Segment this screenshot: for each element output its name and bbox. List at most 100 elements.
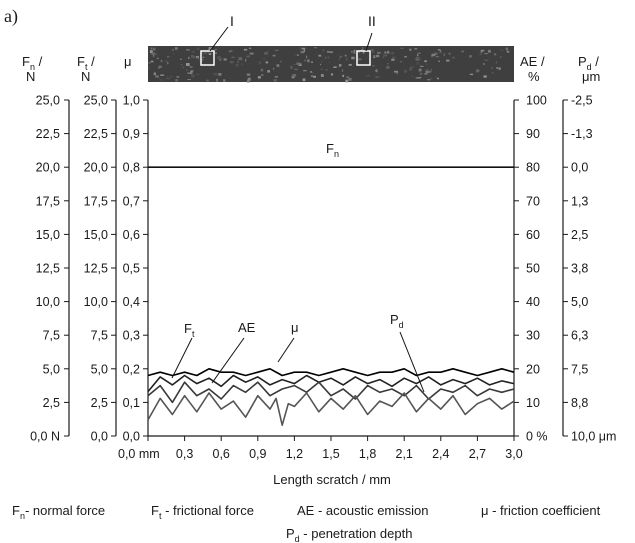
micrograph-speck [396, 71, 399, 75]
micrograph-speck [247, 79, 250, 83]
micrograph-speck [339, 63, 341, 67]
micrograph-speck [370, 49, 373, 52]
micrograph-speck [386, 65, 390, 69]
micrograph-speck [506, 50, 510, 53]
micrograph-speck [480, 49, 485, 52]
ae-tick-label: 30 [526, 329, 540, 343]
micrograph-speck [353, 49, 356, 52]
micrograph-speck [303, 49, 305, 53]
mu-tick-label: 0,7 [123, 194, 140, 208]
micrograph-speck [404, 56, 407, 58]
micrograph-speck [415, 58, 420, 61]
micrograph-speck [158, 67, 160, 69]
micrograph-speck [410, 66, 414, 68]
ft-tick-label: 17,5 [84, 194, 108, 208]
micrograph-speck [148, 61, 152, 64]
micrograph-speck [186, 49, 190, 51]
micrograph-speck [391, 58, 395, 61]
micrograph-speck [149, 50, 153, 54]
micrograph-speck [414, 48, 418, 50]
fn-tick-label: 12,5 [36, 262, 60, 276]
micrograph-speck [158, 77, 161, 81]
x-tick-label: 1,8 [359, 447, 376, 461]
micrograph-speck [249, 52, 254, 55]
micrograph-speck [437, 77, 439, 80]
micrograph-speck [218, 73, 222, 76]
ae-tick-label: 40 [526, 295, 540, 309]
fn-tick-label: 22,5 [36, 127, 60, 141]
micrograph-speck [346, 76, 349, 79]
micrograph-speck [303, 70, 307, 72]
ft-tick-label: 15,0 [84, 228, 108, 242]
micrograph-speck [240, 63, 244, 66]
micrograph-speck [151, 52, 155, 55]
legend-item-1: Ft - frictional force [151, 503, 254, 521]
micrograph-speck [166, 76, 169, 78]
micrograph-speck [372, 51, 374, 54]
micrograph-speck [431, 53, 436, 57]
micrograph-speck [435, 76, 437, 78]
micrograph-speck [167, 62, 169, 65]
fn-tick-label: 25,0 [36, 94, 60, 108]
micrograph-speck [293, 63, 296, 65]
micrograph-speck [446, 59, 450, 62]
micrograph-speck [318, 54, 322, 57]
micrograph-speck [345, 79, 349, 83]
pd-tick-label: -2,5 [571, 94, 593, 108]
micrograph-speck [190, 71, 193, 75]
x-tick-label: 0,6 [213, 447, 230, 461]
legend-item-0: Fn- normal force [12, 503, 105, 521]
micrograph-speck [484, 53, 488, 55]
mu-tick-label: 0,8 [123, 161, 140, 175]
micrograph-speck [366, 74, 371, 77]
x-tick-label: 2,7 [469, 447, 486, 461]
micrograph-speck [403, 70, 407, 73]
micrograph-speck [425, 68, 429, 71]
micrograph-speck [185, 62, 190, 66]
pd-tick-label: 6,3 [571, 329, 588, 343]
fn-tick-label: 7,5 [43, 329, 60, 343]
micrograph-speck [150, 47, 153, 50]
micrograph-speck [201, 52, 204, 55]
micrograph-speck [342, 74, 346, 76]
micrograph-speck [435, 55, 440, 58]
ae-tick-label: 90 [526, 127, 540, 141]
micrograph-speck [190, 70, 194, 72]
micrograph-speck [357, 58, 362, 61]
micrograph-speck [348, 64, 352, 66]
marker-box-I [200, 50, 215, 66]
micrograph-speck [238, 57, 243, 61]
micrograph-speck [208, 53, 212, 55]
series-line-1 [147, 374, 515, 393]
micrograph-speck [312, 71, 314, 74]
micrograph-speck [228, 52, 231, 54]
micrograph-speck [327, 55, 330, 59]
fn-tick-label: 0,0 N [30, 430, 60, 444]
micrograph-speck [387, 63, 389, 65]
micrograph-speck [372, 50, 375, 53]
x-tick-label: 2,1 [396, 447, 413, 461]
micrograph-speck [500, 49, 504, 51]
micrograph-speck [322, 49, 325, 52]
micrograph-speck [274, 49, 279, 52]
micrograph-speck [469, 55, 472, 58]
x-axis-label: Length scratch / mm [273, 472, 391, 487]
micrograph-speck [483, 75, 487, 78]
micrograph-speck [223, 79, 226, 82]
micrograph-speck [218, 57, 222, 61]
micrograph-speck [439, 51, 442, 54]
micrograph-speck [480, 50, 483, 53]
micrograph-speck [207, 50, 210, 54]
micrograph-speck [451, 56, 456, 59]
series-label-0: Fn [326, 141, 339, 159]
ae-tick-label: 70 [526, 194, 540, 208]
micrograph-speck [213, 52, 218, 54]
micrograph-speck [313, 47, 317, 49]
pd-axis-header: Pd /μm [578, 54, 600, 84]
micrograph-speck [273, 79, 277, 82]
micrograph-speck [346, 57, 348, 61]
micrograph-speck [175, 79, 178, 82]
micrograph-speck [430, 68, 433, 71]
micrograph-speck [427, 78, 431, 81]
micrograph-speck [196, 47, 200, 51]
